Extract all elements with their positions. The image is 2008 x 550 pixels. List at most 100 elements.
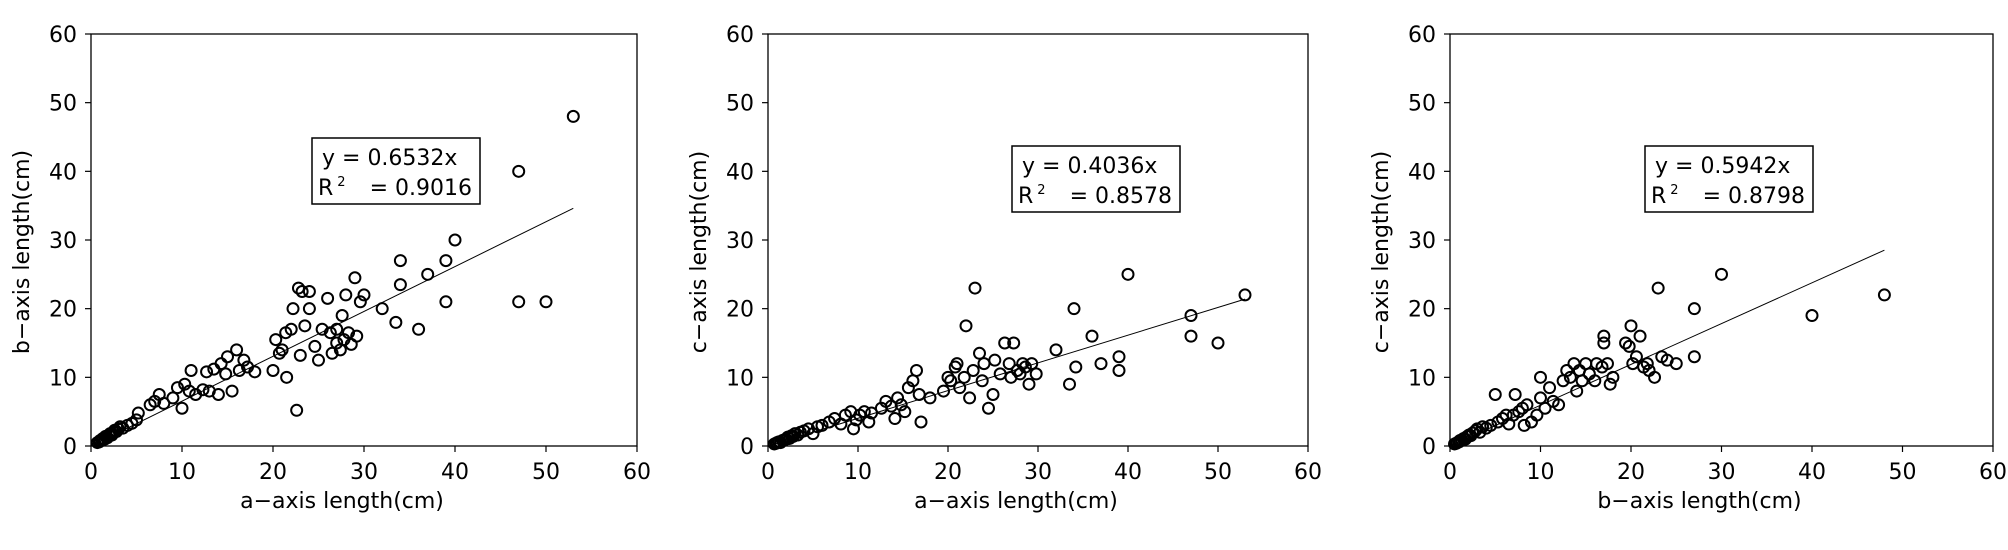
r-squared-value: = 0.8798 xyxy=(1703,184,1805,209)
data-point xyxy=(1063,377,1076,391)
data-point xyxy=(439,295,453,309)
data-point xyxy=(959,319,973,333)
data-point xyxy=(312,353,325,367)
y-tick-label: 40 xyxy=(49,160,77,185)
data-point xyxy=(1049,343,1063,357)
data-point xyxy=(302,285,316,298)
data-point xyxy=(847,422,860,436)
x-tick-label: 60 xyxy=(1294,460,1322,485)
data-point xyxy=(230,343,244,357)
data-point xyxy=(1603,377,1617,391)
data-point xyxy=(1600,357,1614,371)
data-point xyxy=(321,291,335,305)
data-point xyxy=(1560,363,1574,377)
y-tick-label: 20 xyxy=(726,298,754,323)
data-point xyxy=(290,403,304,417)
x-tick-label: 0 xyxy=(84,460,98,485)
y-tick-label: 50 xyxy=(726,92,754,117)
data-point xyxy=(130,413,143,427)
data-point xyxy=(353,295,367,309)
data-point xyxy=(348,271,362,285)
data-point xyxy=(944,374,958,388)
x-axis-label: a−axis length(cm) xyxy=(914,489,1118,514)
data-point xyxy=(1112,350,1126,364)
data-point xyxy=(375,302,389,316)
data-point xyxy=(357,288,371,302)
data-point xyxy=(1597,329,1611,343)
data-point xyxy=(963,391,977,405)
y-tick-label: 0 xyxy=(740,435,754,460)
data-point xyxy=(539,295,553,309)
data-point xyxy=(966,363,980,377)
data-point xyxy=(937,384,950,398)
r-squared-value: = 0.8578 xyxy=(1070,184,1172,209)
data-point xyxy=(512,164,526,178)
data-point xyxy=(1085,329,1099,343)
r-squared-superscript: 2 xyxy=(337,175,345,190)
data-point xyxy=(393,254,407,268)
data-point xyxy=(1624,319,1638,333)
y-tick-label: 0 xyxy=(63,435,77,460)
data-point xyxy=(182,384,196,398)
data-point xyxy=(1069,360,1083,374)
r-squared-superscript: 2 xyxy=(1670,183,1678,198)
data-point xyxy=(323,326,337,340)
equation-box xyxy=(1011,145,1181,213)
data-point xyxy=(923,391,937,405)
data-point xyxy=(1563,370,1577,384)
data-point xyxy=(286,302,300,316)
data-point xyxy=(335,309,349,323)
data-point xyxy=(1184,309,1198,323)
x-tick-label: 50 xyxy=(1889,460,1917,485)
data-point xyxy=(1018,360,1032,374)
data-point xyxy=(248,365,262,379)
y-axis-label: c−axis length(cm) xyxy=(1369,151,1394,353)
data-point xyxy=(1619,336,1633,350)
trendline xyxy=(90,207,574,447)
data-point xyxy=(1530,408,1544,422)
data-point xyxy=(898,405,912,419)
data-point xyxy=(1805,309,1819,323)
data-point xyxy=(389,315,403,329)
data-point xyxy=(196,383,210,397)
x-tick-label: 30 xyxy=(1708,460,1736,485)
data-point xyxy=(957,370,971,384)
data-point xyxy=(298,319,312,333)
x-tick-label: 20 xyxy=(934,460,962,485)
data-point xyxy=(988,353,1002,367)
equation-box xyxy=(311,137,481,205)
data-point xyxy=(157,396,171,410)
data-point xyxy=(950,357,964,371)
data-point xyxy=(284,322,298,336)
chart-panel-3: 0 10 20 30 40 50 60 0 10 20 30 40 50 60 b−axis length(… xyxy=(1369,23,2007,514)
y-tick-label: 50 xyxy=(1408,92,1436,117)
data-point xyxy=(1669,357,1683,371)
x-tick-label: 60 xyxy=(1979,460,2007,485)
data-point xyxy=(330,336,344,350)
y-tick-label: 40 xyxy=(1408,160,1436,185)
x-tick-label: 30 xyxy=(1024,460,1052,485)
x-tick-label: 30 xyxy=(350,460,378,485)
y-tick-label: 60 xyxy=(726,23,754,48)
y-axis-label: c−axis length(cm) xyxy=(687,151,712,353)
data-point xyxy=(1488,388,1502,401)
y-tick-label: 10 xyxy=(726,366,754,391)
data-point xyxy=(225,384,239,398)
data-point xyxy=(237,353,251,367)
r-squared-text: R 2 = 0.8798 xyxy=(1651,183,1805,209)
x-axis-label: b−axis length(cm) xyxy=(1597,489,1801,514)
r-squared-label: R xyxy=(1651,184,1666,209)
r-squared-superscript: 2 xyxy=(1037,183,1045,198)
data-point xyxy=(1094,357,1108,371)
data-point xyxy=(448,233,462,247)
data-point xyxy=(815,418,829,432)
y-axis-label: b−axis length(cm) xyxy=(10,150,35,354)
trendline xyxy=(1449,249,1885,447)
data-point xyxy=(1687,350,1701,364)
data-point xyxy=(275,343,289,357)
data-point xyxy=(1597,336,1611,350)
chart-panel-1: 0 10 20 30 40 50 60 0 10 20 30 40 50 60 a−axis length(… xyxy=(10,23,651,514)
y-tick-label: 60 xyxy=(1408,23,1436,48)
data-point xyxy=(1067,302,1081,316)
data-point xyxy=(1238,288,1252,302)
